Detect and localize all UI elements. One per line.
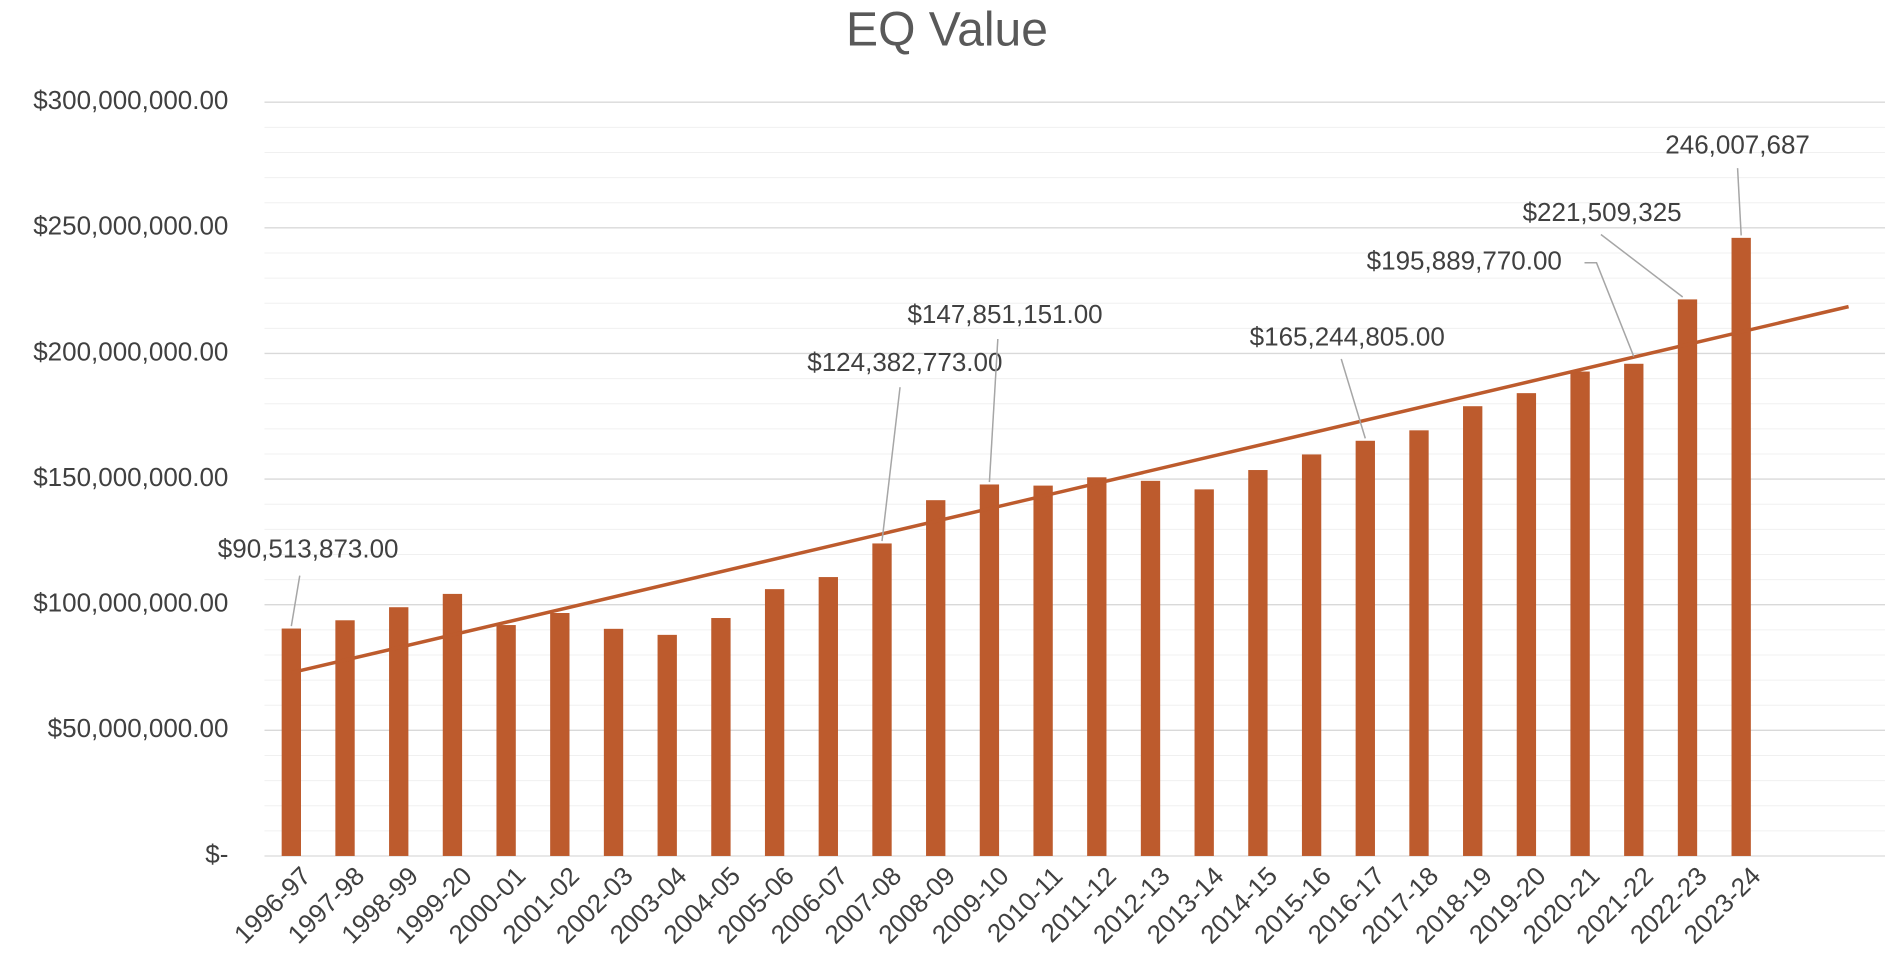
bar xyxy=(1677,299,1698,856)
bar xyxy=(711,618,731,856)
bar xyxy=(1355,440,1375,856)
bar xyxy=(496,625,516,856)
data-label: $165,244,805.00 xyxy=(1250,321,1445,351)
leader-line xyxy=(1600,233,1684,298)
bar xyxy=(442,593,463,856)
y-tick-label: $200,000,000.00 xyxy=(33,336,228,366)
bar xyxy=(550,612,570,856)
leader-line xyxy=(988,338,999,483)
bar xyxy=(926,500,946,856)
chart-title: EQ Value xyxy=(846,4,1048,57)
bar xyxy=(657,634,677,856)
y-tick-label: $50,000,000.00 xyxy=(48,713,229,743)
data-label: $147,851,151.00 xyxy=(907,299,1102,329)
bar xyxy=(1409,430,1429,856)
bar xyxy=(1463,406,1483,856)
bar xyxy=(1140,480,1161,856)
y-tick-label: $300,000,000.00 xyxy=(33,85,228,115)
bar xyxy=(1624,363,1644,856)
data-label: $124,382,773.00 xyxy=(807,347,1002,377)
bar xyxy=(335,620,355,856)
trendline xyxy=(290,304,1849,675)
y-tick-label: $- xyxy=(205,839,228,869)
y-tick-label: $150,000,000.00 xyxy=(33,462,228,492)
bar xyxy=(979,484,1000,856)
bar xyxy=(281,628,301,856)
bar xyxy=(872,543,892,856)
leader-line xyxy=(1584,262,1635,357)
leader-line xyxy=(881,387,901,542)
bar xyxy=(1248,470,1268,856)
bar xyxy=(1087,477,1107,856)
bar xyxy=(1570,371,1590,856)
data-label: $221,509,325 xyxy=(1523,197,1682,227)
bar xyxy=(1033,485,1053,856)
bar xyxy=(1194,489,1214,856)
y-tick-label: $250,000,000.00 xyxy=(33,211,228,241)
bar xyxy=(389,607,409,856)
bar xyxy=(764,589,785,856)
bar xyxy=(603,628,624,856)
data-label: $90,513,873.00 xyxy=(218,533,399,563)
leader-line xyxy=(1340,358,1367,439)
y-tick-label: $100,000,000.00 xyxy=(33,588,228,618)
bar xyxy=(1731,237,1751,856)
bar xyxy=(1516,393,1537,856)
leader-line xyxy=(1736,168,1742,236)
bar xyxy=(1301,454,1322,856)
leader-line xyxy=(290,575,301,627)
data-label: 246,007,687 xyxy=(1665,129,1810,159)
bar xyxy=(818,577,838,856)
data-label: $195,889,770.00 xyxy=(1367,246,1562,276)
